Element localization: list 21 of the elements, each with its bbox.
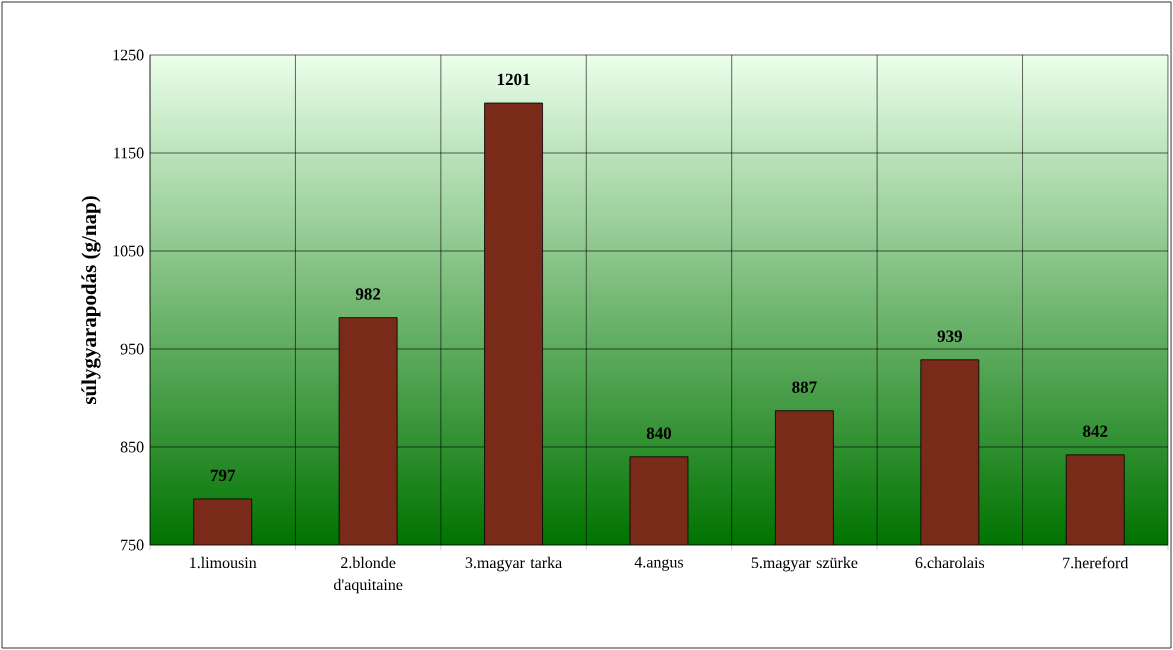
x-tick-label: 7.hereford <box>1063 556 1129 569</box>
x-tick-label: 4.angus <box>634 556 684 571</box>
data-label: 1201 <box>497 73 530 86</box>
y-axis-title: súlygyarapodás (g/nap) <box>81 196 101 405</box>
data-label: 887 <box>792 381 817 393</box>
x-tick-label: 5.magyar szürke <box>751 556 858 572</box>
x-tick-label: 6.charolais <box>915 556 985 569</box>
y-tick-label: 1150 <box>114 147 144 159</box>
y-tick-label: 850 <box>120 441 144 453</box>
x-tick-label: 2.blonde d'aquitaine <box>333 556 403 594</box>
y-tick-label: 950 <box>120 343 144 355</box>
x-tick-label: 1.limousin <box>190 556 257 569</box>
data-label: 982 <box>355 288 381 300</box>
data-label: 797 <box>210 469 236 482</box>
y-tick-label: 1050 <box>113 245 144 257</box>
data-label: 842 <box>1083 425 1108 437</box>
y-tick-label: 1250 <box>113 49 144 61</box>
data-label: 840 <box>646 427 672 439</box>
x-tick-label: 3.magyar tarka <box>465 556 562 572</box>
data-label: 939 <box>937 330 962 342</box>
y-tick-label: 750 <box>121 539 144 551</box>
